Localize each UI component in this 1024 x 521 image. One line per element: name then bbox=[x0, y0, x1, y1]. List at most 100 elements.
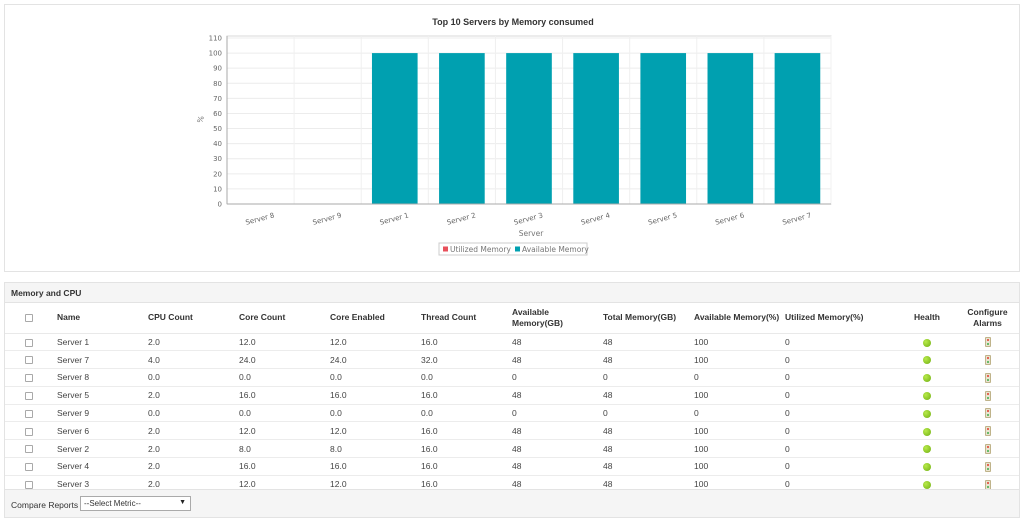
select-all-cell[interactable] bbox=[5, 303, 53, 334]
health-status-icon bbox=[923, 463, 931, 472]
cell-core-enabled: 8.0 bbox=[326, 439, 417, 459]
row-checkbox[interactable] bbox=[25, 338, 33, 347]
row-select-cell[interactable] bbox=[5, 404, 53, 423]
bar-server-2 bbox=[439, 53, 485, 204]
chart-panel: 0 10 20 30 40 50 60 70 80 90 100 110 Server 8 Server … bbox=[4, 4, 1020, 272]
alarm-cell[interactable] bbox=[956, 350, 1019, 370]
cell-server-name: Server 9 bbox=[53, 404, 144, 423]
alarm-cell[interactable] bbox=[956, 404, 1019, 423]
cell-thread-count: 16.0 bbox=[417, 421, 508, 441]
row-checkbox[interactable] bbox=[25, 374, 33, 383]
cell-core-enabled: 12.0 bbox=[326, 333, 417, 352]
cell-core-count: 16.0 bbox=[235, 386, 326, 405]
col-cpu-count[interactable]: CPU Count bbox=[144, 303, 235, 334]
cell-core-count: 24.0 bbox=[235, 350, 326, 370]
metric-select-value: --Select Metric-- bbox=[84, 499, 141, 508]
col-available-memory-pct[interactable]: Available Memory(%) bbox=[690, 303, 781, 334]
legend-box bbox=[438, 242, 588, 256]
table-row[interactable]: Server 9 0.0 0.0 0.0 0.0 0 0 0 0 bbox=[5, 404, 1019, 423]
y-tick-label: 80 bbox=[213, 80, 222, 88]
health-status-icon bbox=[923, 445, 931, 454]
table-header-row: Name CPU Count Core Count Core Enabled T… bbox=[5, 303, 1019, 334]
cell-available-memory-pct: 100 bbox=[690, 350, 781, 370]
bar-server-1 bbox=[371, 53, 418, 204]
cell-thread-count: 32.0 bbox=[417, 350, 508, 370]
row-select-cell[interactable] bbox=[5, 368, 53, 387]
y-tick-label: 50 bbox=[213, 125, 222, 133]
row-checkbox[interactable] bbox=[25, 356, 33, 365]
alarm-cell[interactable] bbox=[956, 421, 1019, 441]
row-select-cell[interactable] bbox=[5, 457, 53, 476]
col-core-enabled[interactable]: Core Enabled bbox=[326, 303, 417, 334]
health-status-icon bbox=[923, 481, 931, 490]
health-cell bbox=[898, 439, 956, 459]
health-status-icon bbox=[923, 374, 931, 383]
row-select-cell[interactable] bbox=[5, 333, 53, 352]
col-available-memory-gb[interactable]: Available Memory(GB) bbox=[508, 303, 599, 334]
health-cell bbox=[898, 368, 956, 387]
section-title: Memory and CPU bbox=[5, 283, 1019, 303]
row-checkbox[interactable] bbox=[25, 427, 33, 436]
cell-available-memory-pct: 0 bbox=[690, 404, 781, 423]
legend-label-utilized: Utilized Memory bbox=[450, 245, 511, 254]
table-row[interactable]: Server 1 2.0 12.0 12.0 16.0 48 48 100 0 bbox=[5, 333, 1019, 352]
row-select-cell[interactable] bbox=[5, 350, 53, 370]
alarm-cell[interactable] bbox=[956, 368, 1019, 387]
table-row[interactable]: Server 2 2.0 8.0 8.0 16.0 48 48 100 0 bbox=[5, 439, 1019, 459]
health-cell bbox=[898, 404, 956, 423]
select-all-checkbox[interactable] bbox=[25, 314, 33, 322]
cell-available-memory-gb: 48 bbox=[508, 386, 599, 405]
alarm-cell[interactable] bbox=[956, 439, 1019, 459]
table-row[interactable]: Server 6 2.0 12.0 12.0 16.0 48 48 100 0 bbox=[5, 421, 1019, 441]
cell-available-memory-pct: 0 bbox=[690, 368, 781, 387]
row-select-cell[interactable] bbox=[5, 421, 53, 441]
col-thread-count[interactable]: Thread Count bbox=[417, 303, 508, 334]
cell-core-count: 0.0 bbox=[235, 404, 326, 423]
configure-alarm-icon[interactable] bbox=[984, 444, 991, 455]
table-row[interactable]: Server 5 2.0 16.0 16.0 16.0 48 48 100 0 bbox=[5, 386, 1019, 405]
cell-total-memory-gb: 48 bbox=[599, 333, 690, 352]
row-checkbox[interactable] bbox=[25, 463, 33, 472]
y-tick-label: 60 bbox=[213, 110, 222, 118]
row-checkbox[interactable] bbox=[25, 409, 33, 418]
cell-cpu-count: 0.0 bbox=[144, 404, 235, 423]
configure-alarm-icon[interactable] bbox=[984, 390, 991, 401]
cell-cpu-count: 2.0 bbox=[144, 386, 235, 405]
cell-total-memory-gb: 0 bbox=[599, 368, 690, 387]
configure-alarm-icon[interactable] bbox=[984, 408, 991, 419]
configure-alarm-icon[interactable] bbox=[984, 372, 991, 383]
row-checkbox[interactable] bbox=[25, 392, 33, 401]
cell-available-memory-gb: 48 bbox=[508, 457, 599, 476]
configure-alarm-icon[interactable] bbox=[984, 337, 991, 348]
cell-utilized-memory-pct: 0 bbox=[781, 368, 898, 387]
cell-core-count: 12.0 bbox=[235, 421, 326, 441]
configure-alarm-icon[interactable] bbox=[984, 355, 991, 366]
y-tick-label: 110 bbox=[209, 35, 222, 43]
table-row[interactable]: Server 8 0.0 0.0 0.0 0.0 0 0 0 0 bbox=[5, 368, 1019, 387]
row-checkbox[interactable] bbox=[25, 481, 33, 490]
y-axis-title: % bbox=[195, 115, 206, 124]
cell-utilized-memory-pct: 0 bbox=[781, 421, 898, 441]
alarm-cell[interactable] bbox=[956, 386, 1019, 405]
row-select-cell[interactable] bbox=[5, 439, 53, 459]
col-utilized-memory-pct[interactable]: Utilized Memory(%) bbox=[781, 303, 898, 334]
alarm-cell[interactable] bbox=[956, 457, 1019, 476]
metric-select[interactable]: --Select Metric-- ▼ bbox=[80, 496, 191, 511]
y-tick-label: 70 bbox=[213, 95, 222, 103]
row-select-cell[interactable] bbox=[5, 386, 53, 405]
col-core-count[interactable]: Core Count bbox=[235, 303, 326, 334]
row-checkbox[interactable] bbox=[25, 445, 33, 454]
configure-alarm-icon[interactable] bbox=[984, 426, 991, 437]
bar-server-5 bbox=[640, 53, 687, 204]
cell-core-enabled: 16.0 bbox=[326, 457, 417, 476]
configure-alarm-icon[interactable] bbox=[984, 461, 991, 472]
table-row[interactable]: Server 7 4.0 24.0 24.0 32.0 48 48 100 0 bbox=[5, 350, 1019, 370]
cell-available-memory-pct: 100 bbox=[690, 333, 781, 352]
col-name[interactable]: Name bbox=[53, 303, 144, 334]
table-row[interactable]: Server 4 2.0 16.0 16.0 16.0 48 48 100 0 bbox=[5, 457, 1019, 476]
alarm-cell[interactable] bbox=[956, 333, 1019, 352]
col-total-memory-gb[interactable]: Total Memory(GB) bbox=[599, 303, 690, 334]
cell-thread-count: 16.0 bbox=[417, 439, 508, 459]
cell-server-name: Server 5 bbox=[53, 386, 144, 405]
cell-available-memory-gb: 48 bbox=[508, 439, 599, 459]
